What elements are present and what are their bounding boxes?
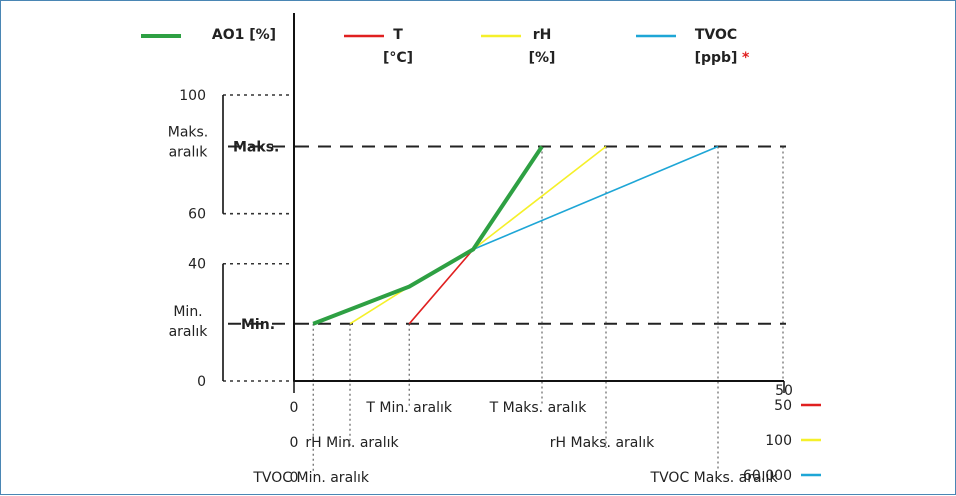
x-row-zero: 0 [290, 435, 299, 451]
series-lines [312, 145, 719, 326]
x-row-zero: 0 [290, 470, 299, 486]
x-row-end-value: 60.000 [743, 468, 792, 484]
legend-label: AO1 [%] [212, 27, 276, 43]
axes [222, 13, 785, 393]
min-range-label-2: aralık [169, 324, 209, 340]
y-tick-label: 40 [188, 257, 206, 273]
x-row-min-label: TVOC Min. aralık [252, 470, 370, 486]
y-tick-label: 0 [197, 374, 206, 390]
legend-label: rH [533, 27, 552, 43]
labels: 100 60 40 0 Maks. aralık Min. aralık Maks. Min. 0 5… [168, 88, 821, 486]
legend: AO1 [%] T [°C] rH [%] TVOC [ppb] * [141, 27, 750, 66]
legend-unit: [ppb] [695, 50, 738, 66]
min-level-label: Min. [241, 317, 275, 333]
x-row-end-value: 50 [774, 398, 792, 414]
max-range-label-2: aralık [169, 144, 209, 160]
x-end-label: 50 [775, 383, 793, 399]
x-row-max-label: rH Maks. aralık [550, 435, 655, 451]
min-range-label: Min. [173, 304, 202, 320]
series-ao1-line [312, 145, 544, 326]
legend-label: TVOC [695, 27, 737, 43]
legend-unit: [°C] [383, 50, 413, 66]
x-row-max-label: T Maks. aralık [489, 400, 588, 416]
series-rh-line [349, 145, 607, 325]
x-row-end-value: 100 [765, 433, 792, 449]
legend-unit: [%] [529, 50, 556, 66]
y-tick-label: 100 [179, 88, 206, 104]
legend-asterisk: * [742, 50, 750, 66]
max-range-label: Maks. [168, 124, 209, 140]
x-row-max-label: TVOC Maks. aralık [650, 470, 779, 486]
max-level-label: Maks. [233, 139, 279, 155]
series-tvoc-line [312, 145, 719, 325]
x-row-min-label: T Min. aralık [365, 400, 452, 416]
x-start-label: 0 [290, 400, 299, 416]
y-tick-label: 60 [188, 207, 206, 223]
x-row-min-label: rH Min. aralık [305, 435, 399, 451]
legend-label: T [393, 27, 403, 43]
